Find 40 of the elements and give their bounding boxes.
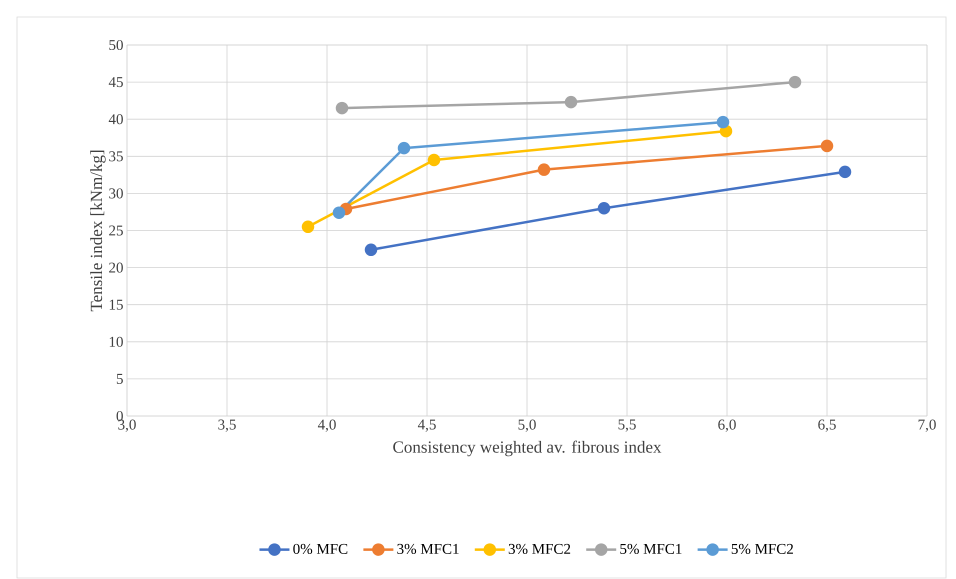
x-tick-label: 3,0 bbox=[118, 420, 136, 432]
point bbox=[538, 163, 550, 176]
point bbox=[398, 142, 410, 154]
point bbox=[788, 76, 802, 88]
x-tick-label: 6,5 bbox=[818, 420, 836, 432]
y-tick-label: 35 bbox=[109, 151, 123, 162]
y-axis-title: Tensile index [kNm/kg] bbox=[90, 150, 106, 312]
point bbox=[302, 220, 314, 234]
x-tick-label: 5,5 bbox=[618, 420, 636, 432]
legend-label: 3% MFC1 bbox=[397, 544, 459, 554]
point bbox=[838, 166, 852, 178]
point bbox=[564, 96, 578, 108]
point bbox=[428, 154, 440, 166]
point bbox=[364, 244, 378, 256]
y-tick-label: 0 bbox=[116, 410, 123, 422]
x-tick-label: 6,0 bbox=[718, 420, 736, 432]
point bbox=[332, 206, 346, 219]
y-tick-label: 40 bbox=[108, 114, 123, 124]
legend-label: 0% MFC bbox=[293, 544, 348, 554]
point bbox=[336, 102, 348, 114]
x-tick-label: 3,5 bbox=[218, 420, 236, 432]
y-tick-label: 15 bbox=[110, 300, 123, 310]
legend-label: 5% MFC2 bbox=[732, 544, 793, 554]
x-tick-label: 7,0 bbox=[918, 420, 936, 432]
legend-label: 3% MFC2 bbox=[508, 544, 570, 554]
x-tick-label: 4,0 bbox=[318, 420, 336, 432]
y-tick-label: 45 bbox=[108, 77, 123, 88]
y-tick-label: 5 bbox=[116, 374, 123, 384]
legend-label: 5% MFC1 bbox=[620, 544, 682, 554]
x-tick-label: 5,0 bbox=[518, 420, 536, 432]
point bbox=[716, 116, 730, 128]
y-tick-label: 50 bbox=[109, 40, 123, 50]
x-axis-title: Consistency weighted av. fibrous index bbox=[393, 440, 662, 456]
y-tick-label: 10 bbox=[110, 336, 123, 347]
x-tick-label: 4,5 bbox=[418, 420, 436, 432]
point bbox=[598, 202, 610, 214]
point bbox=[820, 140, 834, 152]
y-tick-label: 30 bbox=[109, 188, 123, 198]
y-tick-label: 25 bbox=[109, 225, 123, 236]
y-tick-label: 20 bbox=[109, 262, 123, 273]
